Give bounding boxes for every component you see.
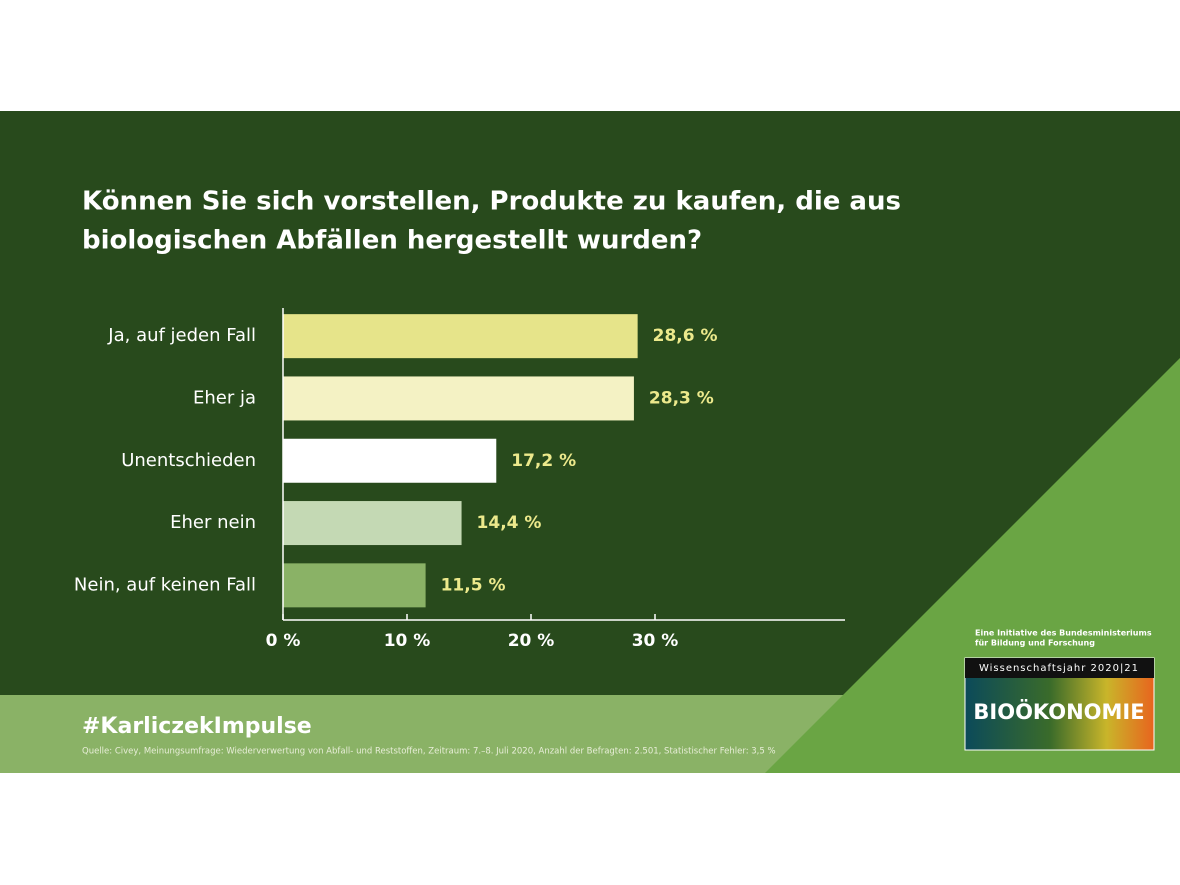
logo-strip bbox=[965, 658, 1154, 678]
bar bbox=[283, 501, 462, 546]
source: Quelle: Civey, Meinungsumfrage: Wiederve… bbox=[82, 747, 776, 757]
value-label: 17,2 % bbox=[511, 451, 576, 471]
logo-text: BIOÖKONOMIE bbox=[973, 699, 1144, 724]
x-tick-label: 20 % bbox=[508, 631, 555, 651]
value-label: 28,3 % bbox=[649, 388, 714, 408]
bar bbox=[283, 563, 426, 608]
hashtag: #KarliczekImpulse bbox=[82, 714, 312, 739]
bar bbox=[283, 438, 497, 483]
category-label: Nein, auf keinen Fall bbox=[74, 574, 256, 595]
value-label: 14,4 % bbox=[477, 513, 542, 533]
bar bbox=[283, 314, 638, 359]
category-label: Unentschieden bbox=[121, 450, 256, 471]
category-label: Ja, auf jeden Fall bbox=[107, 325, 256, 346]
initiative: für Bildung und Forschung bbox=[975, 639, 1095, 648]
x-tick-label: 30 % bbox=[632, 631, 679, 651]
category-label: Eher ja bbox=[193, 387, 256, 408]
x-tick-label: 10 % bbox=[384, 631, 431, 651]
value-label: 28,6 % bbox=[653, 326, 718, 346]
title: biologischen Abfällen hergestellt wurden… bbox=[82, 226, 702, 256]
x-tick-label: 0 % bbox=[266, 631, 301, 651]
initiative: Eine Initiative des Bundesministeriums bbox=[975, 629, 1152, 638]
bar bbox=[283, 376, 634, 421]
logo-year: Wissenschaftsjahr 2020|21 bbox=[979, 663, 1139, 674]
category-label: Eher nein bbox=[170, 512, 256, 533]
title: Können Sie sich vorstellen, Produkte zu … bbox=[82, 187, 901, 217]
value-label: 11,5 % bbox=[441, 575, 506, 595]
